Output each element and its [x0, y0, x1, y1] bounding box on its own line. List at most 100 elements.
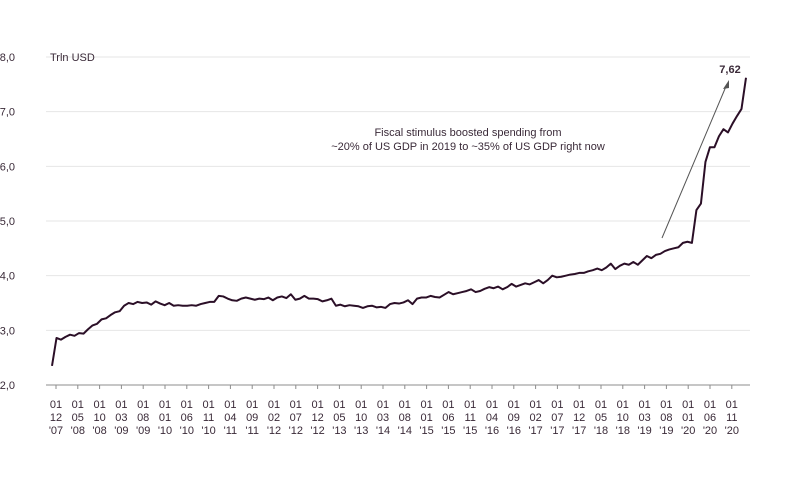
annotation-arrow-head [723, 80, 729, 89]
annotation-arrow-shaft [661, 83, 728, 239]
x-tick-label: 01 [311, 399, 323, 411]
x-tick-label: 01 [551, 399, 563, 411]
series-line-spending [51, 77, 747, 367]
x-tick-label: '15 [463, 425, 477, 437]
x-tick-label: 01 [486, 399, 498, 411]
x-tick-label: 01 [420, 399, 432, 411]
y-unit-label: Trln USD [50, 52, 95, 64]
x-tick-label: 01 [181, 399, 193, 411]
y-tick-label: 3,0 [0, 325, 15, 337]
x-tick-label: 01 [638, 399, 650, 411]
x-tick-label: '19 [637, 425, 651, 437]
x-tick-label: '09 [136, 425, 150, 437]
x-tick-label: '10 [180, 425, 194, 437]
x-tick-label: '20 [703, 425, 717, 437]
x-tick-label: 01 [464, 399, 476, 411]
x-tick-label: 06 [442, 412, 454, 424]
x-axis-ticks: 0112'070105'080110'080103'090108'090101'… [49, 385, 739, 437]
x-tick-label: '07 [49, 425, 63, 437]
x-tick-label: 01 [595, 399, 607, 411]
x-tick-label: 06 [181, 412, 193, 424]
annotation-line-1: Fiscal stimulus boosted spending from [374, 127, 561, 139]
x-tick-label: 11 [203, 412, 214, 424]
x-tick-label: '08 [71, 425, 85, 437]
x-tick-label: 01 [660, 399, 672, 411]
x-tick-label: 03 [377, 412, 389, 424]
x-tick-label: 12 [573, 412, 585, 424]
x-tick-label: 01 [682, 412, 694, 424]
x-tick-label: 01 [115, 399, 127, 411]
x-tick-label: 11 [464, 412, 475, 424]
x-tick-label: 01 [420, 412, 432, 424]
x-tick-label: 12 [311, 412, 323, 424]
x-tick-label: 01 [617, 399, 629, 411]
y-tick-label: 6,0 [0, 161, 15, 173]
x-tick-label: '10 [201, 425, 215, 437]
x-tick-label: 02 [529, 412, 541, 424]
x-tick-label: 10 [93, 412, 105, 424]
x-tick-label: '13 [332, 425, 346, 437]
y-gridlines [46, 56, 750, 331]
x-tick-label: 01 [355, 399, 367, 411]
x-tick-label: '16 [485, 425, 499, 437]
x-tick-label: 09 [246, 412, 258, 424]
x-tick-label: '16 [507, 425, 521, 437]
x-tick-label: 07 [551, 412, 563, 424]
x-tick-label: '09 [114, 425, 128, 437]
x-tick-label: 01 [268, 399, 280, 411]
x-tick-label: 01 [442, 399, 454, 411]
x-tick-label: 01 [50, 399, 62, 411]
x-tick-label: 01 [529, 399, 541, 411]
x-tick-label: 11 [726, 412, 737, 424]
x-tick-label: '20 [681, 425, 695, 437]
x-tick-label: 06 [704, 412, 716, 424]
x-tick-label: 05 [72, 412, 84, 424]
x-tick-label: 01 [72, 399, 84, 411]
x-tick-label: 04 [224, 412, 236, 424]
x-tick-label: '18 [594, 425, 608, 437]
x-tick-label: 01 [682, 399, 694, 411]
x-tick-label: 02 [268, 412, 280, 424]
y-axis-ticks: 2,0 3,0 4,0 5,0 6,0 7,0 8,0 [0, 52, 15, 392]
x-tick-label: 03 [638, 412, 650, 424]
x-tick-label: 01 [159, 412, 171, 424]
x-tick-label: '10 [158, 425, 172, 437]
y-tick-label: 8,0 [0, 52, 15, 64]
x-tick-label: '08 [92, 425, 106, 437]
x-tick-label: '11 [245, 425, 259, 437]
x-tick-label: 01 [224, 399, 236, 411]
x-tick-label: 04 [486, 412, 498, 424]
x-tick-label: '12 [310, 425, 324, 437]
annotation: Fiscal stimulus boosted spending from ~2… [331, 127, 605, 153]
x-tick-label: 01 [290, 399, 302, 411]
x-tick-label: '19 [659, 425, 673, 437]
x-tick-label: 01 [399, 399, 411, 411]
x-tick-label: 10 [355, 412, 367, 424]
x-tick-label: 07 [290, 412, 302, 424]
x-tick-label: '17 [572, 425, 586, 437]
y-tick-label: 5,0 [0, 216, 15, 228]
x-tick-label: '12 [267, 425, 281, 437]
x-tick-label: 01 [726, 399, 738, 411]
x-tick-label: '15 [441, 425, 455, 437]
x-tick-label: 01 [159, 399, 171, 411]
x-tick-label: 01 [93, 399, 105, 411]
end-value-label: 7,62 [719, 64, 740, 76]
y-tick-label: 2,0 [0, 380, 15, 392]
x-tick-label: 09 [508, 412, 520, 424]
x-tick-label: 08 [137, 412, 149, 424]
x-tick-label: 05 [333, 412, 345, 424]
y-tick-label: 4,0 [0, 271, 15, 283]
x-tick-label: 12 [50, 412, 62, 424]
x-tick-label: 05 [595, 412, 607, 424]
x-tick-label: 01 [508, 399, 520, 411]
x-tick-label: '15 [419, 425, 433, 437]
annotation-line-2: ~20% of US GDP in 2019 to ~35% of US GDP… [331, 141, 605, 153]
x-tick-label: 01 [377, 399, 389, 411]
x-tick-label: 03 [115, 412, 127, 424]
x-tick-label: '13 [354, 425, 368, 437]
x-tick-label: '14 [398, 425, 412, 437]
x-tick-label: 01 [573, 399, 585, 411]
x-tick-label: '18 [616, 425, 630, 437]
